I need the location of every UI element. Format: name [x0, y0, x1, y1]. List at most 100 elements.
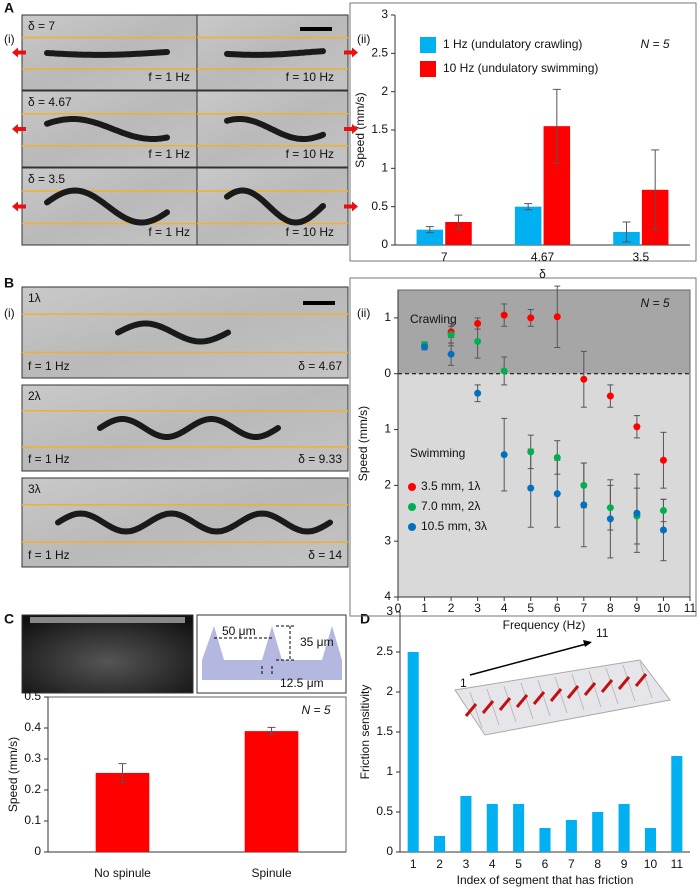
bar [565, 820, 577, 852]
y-tick-label: 2 [381, 84, 388, 98]
scale-bar [303, 301, 335, 305]
force-arrow [498, 697, 512, 711]
robot [44, 49, 170, 58]
y-tick-label: 2.5 [376, 644, 393, 658]
y-tick-label: 0 [381, 237, 388, 251]
robot [44, 116, 170, 142]
point [633, 423, 641, 431]
x-tick-label: 5 [527, 601, 534, 615]
point [527, 448, 535, 456]
y-tick-label: 0.2 [24, 782, 41, 796]
x-tick-label: 4 [489, 857, 496, 871]
bar [671, 756, 683, 852]
robot [224, 187, 326, 226]
x-tick-label: 8 [594, 857, 601, 871]
direction-arrow [12, 47, 26, 58]
y-tick-label: 0 [386, 844, 393, 858]
direction-arrow [12, 124, 26, 134]
y-tick-label: 0.1 [24, 813, 41, 827]
region-label: Swimming [410, 446, 465, 460]
x-tick-label: 2 [448, 601, 455, 615]
point [606, 515, 614, 523]
direction-arrow [344, 47, 358, 58]
point [500, 451, 508, 459]
y-tick-label: 3 [381, 7, 388, 21]
bar [644, 828, 656, 852]
region-label: Crawling [410, 312, 457, 326]
x-tick-label: 0 [395, 601, 402, 615]
point [580, 501, 588, 509]
x-tick-label: 2 [436, 857, 443, 871]
point [474, 319, 482, 327]
bar [95, 772, 150, 852]
point [500, 311, 508, 319]
point [447, 331, 455, 339]
segment-divider [486, 688, 500, 726]
delta-label: δ = 4.67 [28, 95, 72, 109]
bar [592, 812, 604, 852]
annotation: N = 5 [301, 703, 330, 717]
y-tick-label: 1 [381, 161, 388, 175]
point [659, 526, 667, 534]
mode-label: 1λ [28, 291, 41, 305]
y-tick-label: 2 [386, 684, 393, 698]
x-tick-label: 10 [657, 601, 671, 615]
bar [416, 229, 444, 245]
arrow-head [583, 640, 592, 647]
point [527, 484, 535, 492]
force-arrow [515, 694, 529, 708]
mode-label: 2λ [28, 389, 41, 403]
y-tick-label: 0 [384, 366, 391, 380]
y-tick-label: 4 [384, 589, 391, 603]
scale-bar [300, 27, 332, 31]
index-arrow [469, 642, 591, 676]
inset-label: 11 [596, 626, 609, 640]
frequency-label: f = 1 Hz [28, 452, 70, 466]
point [474, 337, 482, 345]
y-tick-label: 0.4 [24, 720, 41, 734]
y-tick-label: 1 [384, 422, 391, 436]
frequency-label: f = 10 Hz [286, 225, 334, 239]
annotation: N = 5 [640, 37, 669, 51]
x-axis-label: Index of segment that has friction [457, 873, 634, 887]
robot [44, 187, 170, 226]
point [580, 481, 588, 489]
legend-label: 3.5 mm, 1λ [421, 479, 480, 493]
robot [97, 416, 281, 440]
x-tick-label: 8 [607, 601, 614, 615]
point [527, 314, 535, 322]
y-tick-label: 3 [386, 604, 393, 618]
crawling-region [398, 290, 690, 374]
x-tick-label: 1 [410, 857, 417, 871]
frequency-label: f = 10 Hz [286, 147, 334, 161]
bar [434, 836, 446, 852]
annotation: N = 5 [640, 296, 669, 310]
force-arrow [549, 688, 563, 702]
force-arrow [532, 691, 546, 705]
x-tick-label: 10 [644, 857, 658, 871]
bar [445, 222, 472, 245]
y-tick-label: 1 [386, 764, 393, 778]
y-tick-label: 0.3 [24, 751, 41, 765]
robot [55, 510, 333, 535]
legend-swatch [420, 37, 436, 53]
point [474, 389, 482, 397]
y-axis-label: Speed (mm/s) [6, 737, 20, 812]
legend-label: 7.0 mm, 2λ [421, 499, 480, 513]
photo [21, 477, 349, 568]
legend-marker [408, 503, 416, 511]
point [606, 504, 614, 512]
x-tick-label: 4 [501, 601, 508, 615]
delta-label: δ = 7 [28, 19, 55, 33]
point [421, 343, 429, 351]
bar [407, 652, 419, 852]
y-tick-label: 2.5 [371, 46, 388, 60]
x-tick-label: 7 [441, 250, 448, 264]
x-tick-label: 5 [515, 857, 522, 871]
x-tick-label: 3 [474, 601, 481, 615]
x-axis-label: δ [539, 267, 546, 281]
x-tick-label: 6 [542, 857, 549, 871]
bar [244, 731, 299, 852]
x-tick-label: 11 [671, 857, 684, 871]
